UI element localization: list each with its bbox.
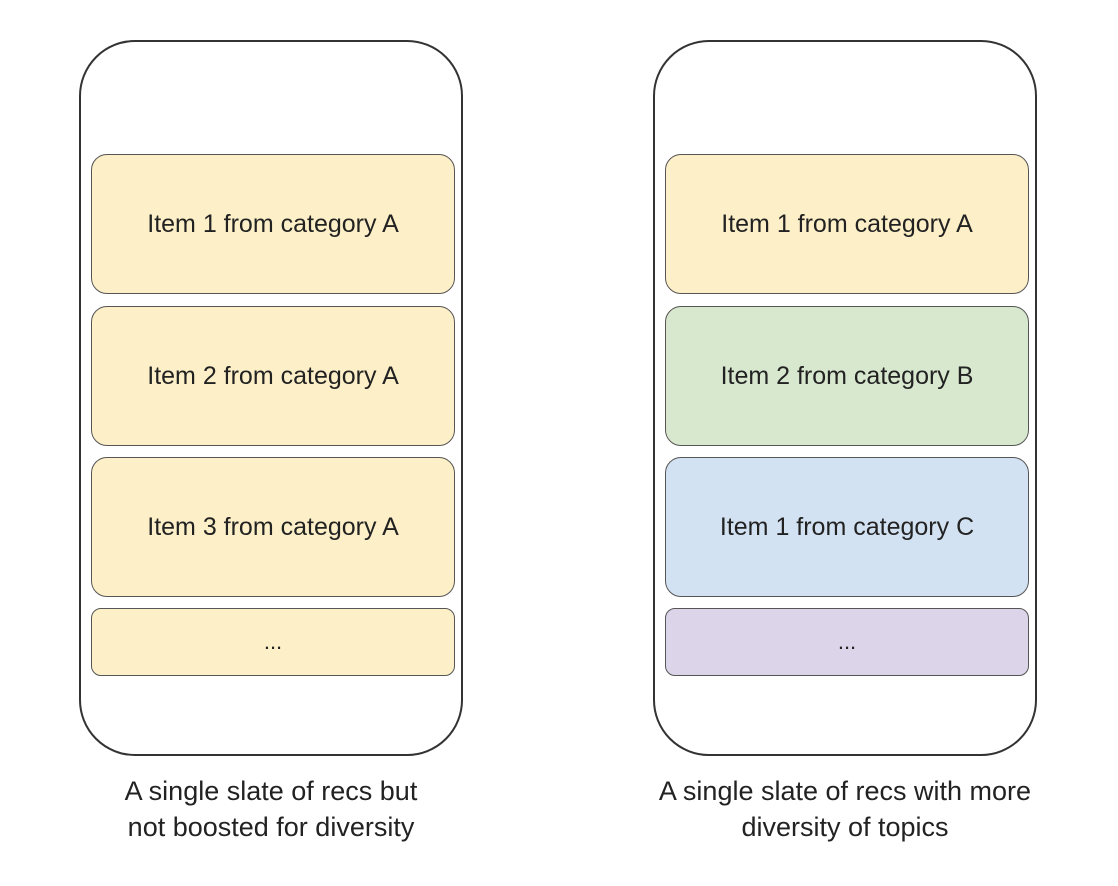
- caption-line: diversity of topics: [741, 812, 949, 842]
- rec-item-card: Item 1 from category A: [665, 154, 1029, 294]
- caption-line: A single slate of recs with more: [658, 776, 1032, 806]
- phone-frame-right: Item 1 from category A Item 2 from categ…: [653, 40, 1037, 756]
- caption-left: A single slate of recs but not boosted f…: [60, 773, 482, 845]
- caption-line: A single slate of recs but: [124, 776, 418, 806]
- rec-item-card: Item 3 from category A: [91, 457, 455, 597]
- rec-item-ellipsis: ...: [91, 608, 455, 676]
- caption-line: not boosted for diversity: [127, 812, 415, 842]
- phone-frame-left: Item 1 from category A Item 2 from categ…: [79, 40, 463, 756]
- rec-item-card: Item 1 from category A: [91, 154, 455, 294]
- rec-item-ellipsis: ...: [665, 608, 1029, 676]
- rec-item-card: Item 2 from category A: [91, 306, 455, 446]
- caption-right: A single slate of recs with more diversi…: [612, 773, 1078, 845]
- rec-item-card: Item 2 from category B: [665, 306, 1029, 446]
- rec-item-card: Item 1 from category C: [665, 457, 1029, 597]
